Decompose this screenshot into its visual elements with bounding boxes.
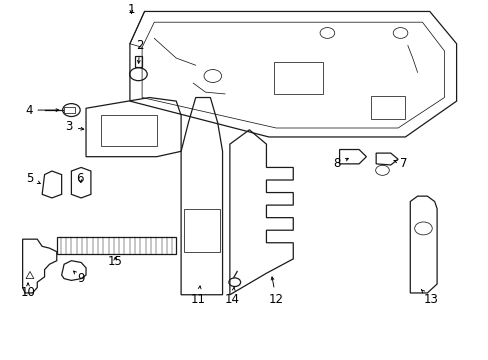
Text: 7: 7 xyxy=(393,157,406,170)
Text: 11: 11 xyxy=(190,286,205,306)
Text: 6: 6 xyxy=(76,172,83,185)
Text: 12: 12 xyxy=(268,277,283,306)
Text: 1: 1 xyxy=(127,3,135,16)
Text: 15: 15 xyxy=(108,255,122,268)
Text: 9: 9 xyxy=(73,271,85,285)
Text: 13: 13 xyxy=(421,290,437,306)
Text: 5: 5 xyxy=(26,172,40,185)
Bar xyxy=(57,237,176,253)
Text: 10: 10 xyxy=(20,283,35,300)
Text: 2: 2 xyxy=(136,39,143,63)
Text: 4: 4 xyxy=(25,104,59,117)
Bar xyxy=(101,116,157,146)
Bar xyxy=(370,96,405,119)
Text: 3: 3 xyxy=(65,121,83,134)
Bar xyxy=(183,209,220,252)
Bar xyxy=(64,107,75,113)
Bar xyxy=(273,62,322,94)
Text: 8: 8 xyxy=(333,157,347,170)
Text: 14: 14 xyxy=(224,287,239,306)
